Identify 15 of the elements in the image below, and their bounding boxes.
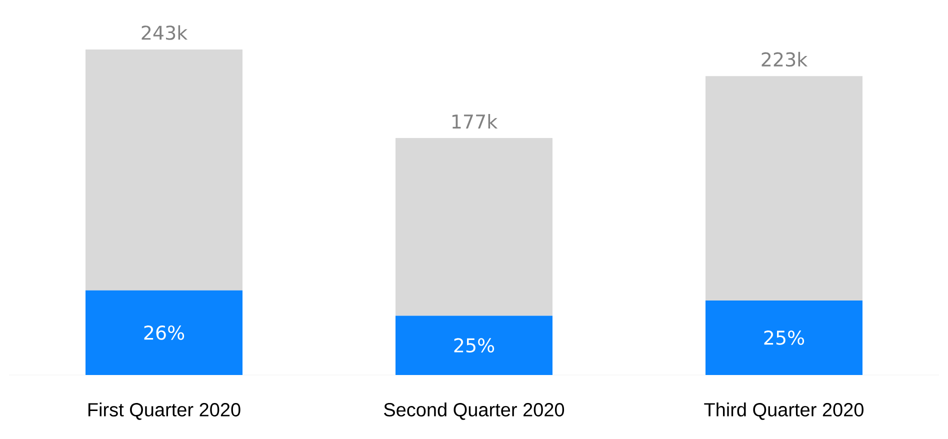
text: 243k — [142, 25, 188, 40]
bar — [706, 76, 862, 300]
annotation: 25% — [454, 338, 494, 353]
bar — [396, 316, 552, 375]
x-tick-label: Third Quarter 2020 — [704, 402, 864, 420]
bar — [86, 49, 243, 290]
annotation: 177k — [452, 114, 498, 128]
x-tick-label: Second Quarter 2020 — [384, 402, 564, 420]
annotation: 25% — [764, 330, 804, 345]
annotation: 26% — [144, 325, 184, 340]
bar — [706, 300, 862, 375]
annotation: 223k — [762, 52, 808, 67]
bar — [86, 290, 243, 375]
bar — [396, 138, 552, 316]
x-tick-label: First Quarter 2020 — [88, 402, 240, 420]
